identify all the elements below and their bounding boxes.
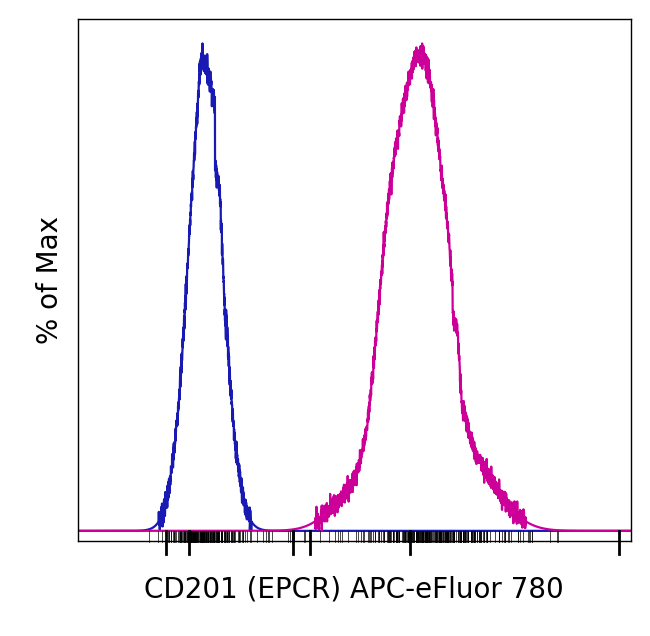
Y-axis label: % of Max: % of Max: [36, 216, 64, 344]
X-axis label: CD201 (EPCR) APC-eFluor 780: CD201 (EPCR) APC-eFluor 780: [144, 576, 564, 604]
